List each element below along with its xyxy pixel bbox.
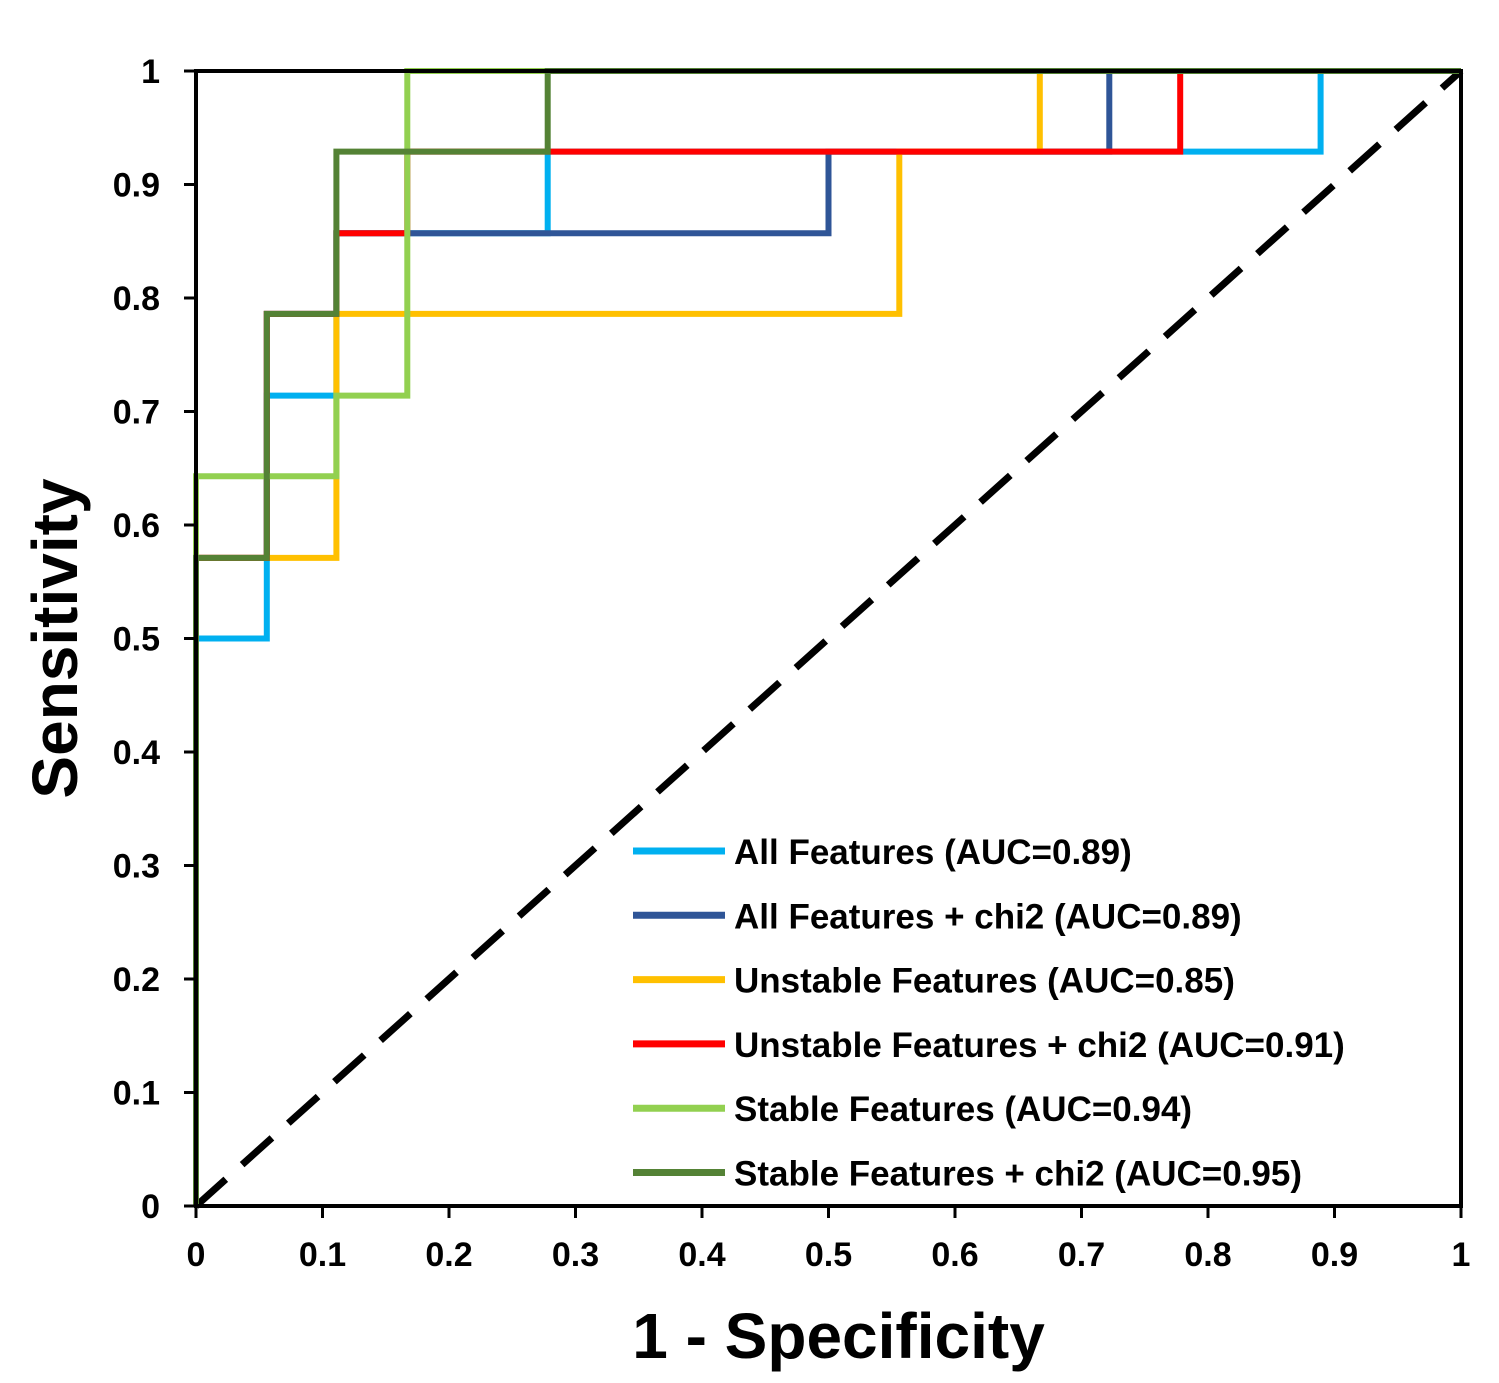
y-tick-label: 0.9 [113,167,160,205]
x-tick-label: 0.9 [1311,1236,1358,1274]
y-tick-label: 0.8 [113,280,160,318]
y-tick-label: 0.5 [113,621,160,659]
y-tick-label: 0 [141,1188,160,1226]
x-axis-ticks: 0 0.1 0.2 0.3 0.4 0.5 0.6 0.7 0.8 0.9 1 [187,1206,1471,1274]
y-tick-label: 0.2 [113,961,160,999]
x-tick-label: 0.3 [552,1236,599,1274]
y-tick-label: 0.4 [113,734,160,772]
x-tick-label: 0.6 [931,1236,978,1274]
y-axis-ticks: 0 0.1 0.2 0.3 0.4 0.5 0.6 0.7 0.8 0.9 1 [113,53,196,1226]
x-tick-label: 0.1 [299,1236,346,1274]
y-tick-label: 0.6 [113,507,160,545]
reference-line-layer [193,68,1464,1209]
reference-diagonal-line [193,68,1464,1209]
legend-label-4: Unstable Features + chi2 (AUC=0.91) [734,1026,1345,1065]
series-line-6 [193,68,1461,1206]
x-tick-label: 0.8 [1184,1236,1231,1274]
legend-label-6: Stable Features + chi2 (AUC=0.95) [734,1155,1302,1194]
x-tick-label: 0.4 [678,1236,725,1274]
y-tick-label: 0.3 [113,848,160,886]
x-tick-label: 0.5 [805,1236,852,1274]
y-tick-label: 1 [141,53,160,91]
y-tick-label: 0.7 [113,394,160,432]
legend: All Features (AUC=0.89) All Features + ch… [633,833,1345,1194]
x-tick-label: 0.2 [425,1236,472,1274]
x-tick-label: 1 [1452,1236,1471,1274]
legend-label-2: All Features + chi2 (AUC=0.89) [734,897,1242,936]
y-axis-title: Sensitivity [19,478,91,799]
x-tick-label: 0.7 [1058,1236,1105,1274]
legend-label-5: Stable Features (AUC=0.94) [734,1090,1192,1129]
x-tick-label: 0 [187,1236,206,1274]
legend-label-3: Unstable Features (AUC=0.85) [734,962,1235,1001]
y-tick-label: 0.1 [113,1075,160,1113]
legend-label-1: All Features (AUC=0.89) [734,833,1132,872]
x-axis-title: 1 - Specificity [632,1300,1045,1372]
